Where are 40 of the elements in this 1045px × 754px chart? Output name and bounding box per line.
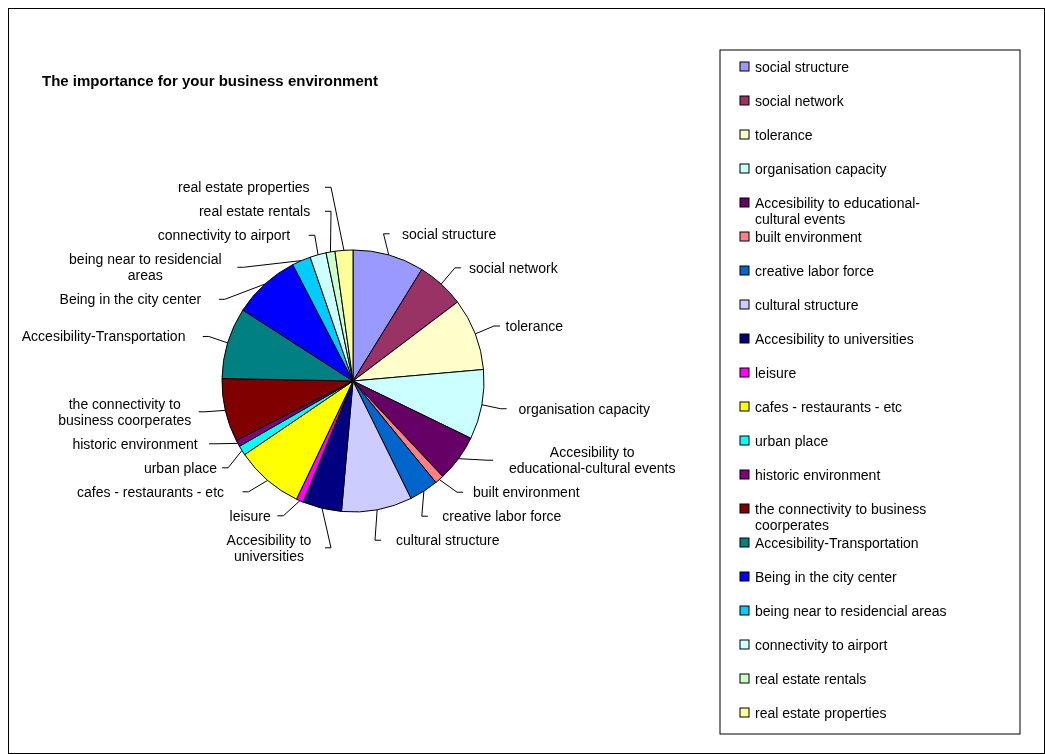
- legend-label: social network: [755, 93, 845, 109]
- slice-label: tolerance: [505, 318, 564, 335]
- slice-label: Accesibility to universities: [226, 531, 312, 564]
- legend-label: historic environment: [755, 467, 881, 483]
- legend-label: creative labor force: [755, 263, 875, 279]
- legend-label: cultural structure: [755, 297, 859, 313]
- slice-label: leisure: [229, 507, 271, 524]
- slice-label: Accesibility to educational-cultural events: [508, 444, 676, 477]
- slice-label: the connectivity to business coorperates: [58, 395, 192, 428]
- slice-label: Accesibility-Transportation: [21, 328, 186, 345]
- legend-label: real estate properties: [755, 705, 887, 721]
- legend-label: cafes - restaurants - etc: [755, 399, 903, 415]
- category-label: Being in the city center: [59, 291, 202, 308]
- slice-label: built environment: [472, 484, 580, 501]
- slice-label: urban place: [143, 459, 218, 476]
- legend-label: organisation capacity: [755, 161, 887, 177]
- category-label: connectivity to airport: [157, 227, 291, 244]
- legend-label: being near to residencial areas: [755, 603, 947, 619]
- slice-label: historic environment: [72, 435, 198, 452]
- legend-label: real estate rentals: [755, 671, 867, 687]
- legend-label: social structure: [755, 59, 850, 75]
- legend-label: the connectivity to business coorperates: [755, 501, 927, 533]
- legend-label: leisure: [755, 365, 797, 381]
- legend-label: urban place: [755, 433, 829, 449]
- legend-label: Accesibility-Transportation: [755, 535, 919, 551]
- slice-label: organisation capacity: [518, 400, 650, 417]
- slice-label: social network: [468, 259, 559, 276]
- slice-label: being near to residencial areas: [69, 251, 222, 284]
- slice-label: social structure: [402, 225, 497, 242]
- slice-label: real estate properties: [178, 179, 310, 196]
- text: The importance for your business environment: [42, 72, 378, 89]
- legend-label: Accesibility to universities: [755, 331, 914, 347]
- legend-label: built environment: [755, 229, 862, 245]
- slice-label: cultural structure: [396, 532, 500, 549]
- slice-label: real estate rentals: [198, 203, 311, 220]
- slice-label: creative labor force: [442, 508, 562, 525]
- legend-label: connectivity to airport: [755, 637, 888, 653]
- legend-label: Being in the city center: [755, 569, 897, 585]
- legend-label: tolerance: [755, 127, 813, 143]
- category-label: cafes - restaurants - etc: [76, 483, 225, 500]
